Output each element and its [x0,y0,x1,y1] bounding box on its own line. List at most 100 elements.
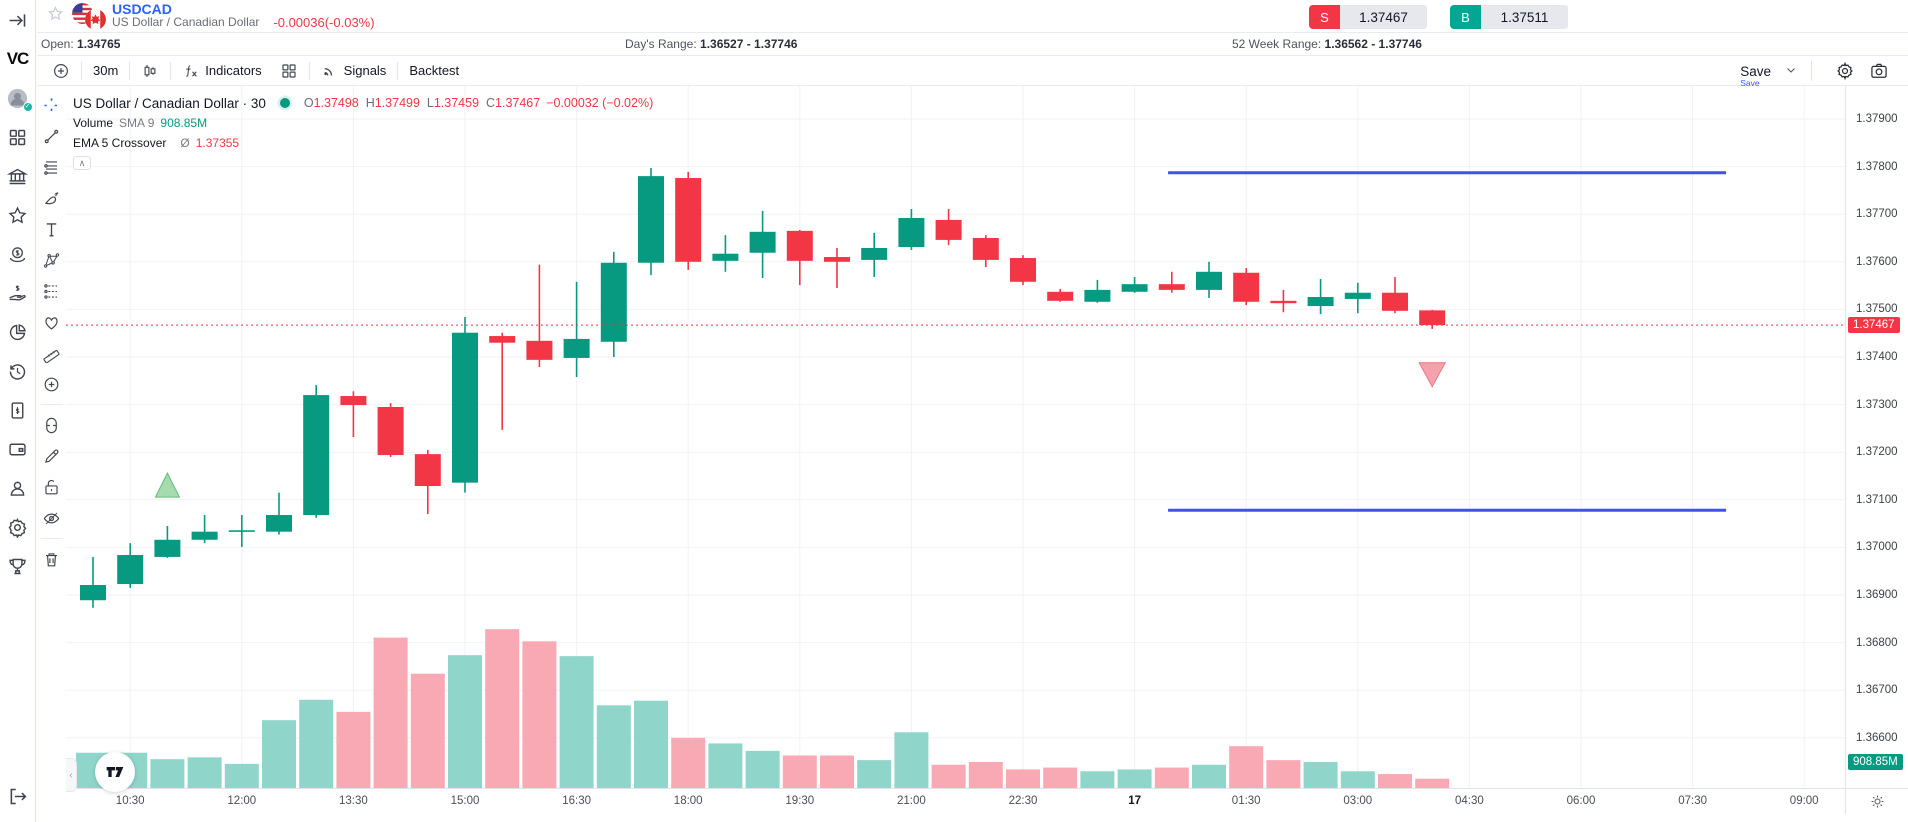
candle-body [786,230,813,261]
emoji-heart-icon[interactable] [41,311,63,333]
volume-bar [373,637,408,788]
chevron-down-icon[interactable] [1785,64,1797,79]
market-status-dot[interactable] [279,98,290,108]
volume-bar [1340,771,1375,788]
candle-body [935,219,962,240]
buy-triangle-up [154,472,181,498]
measure-ruler-icon[interactable] [41,342,63,364]
brush-icon[interactable] [41,187,63,209]
currency-pair-flags-icon [72,3,106,30]
sell-price: 1.37467 [1340,5,1427,29]
expand-sidebar-icon[interactable] [6,8,30,32]
candle-body [749,231,776,253]
legend-volume-sma: SMA 9 [119,115,155,130]
backtest-button[interactable]: Backtest [409,63,460,78]
candle-body [1307,297,1334,307]
layout-templates-button[interactable] [271,58,307,84]
symbol-ticker: USDCAD [112,1,172,17]
xabcd-pattern-icon[interactable] [41,249,63,271]
volume-axis-label: 908.85M [1848,754,1903,771]
projection-tool-icon[interactable] [41,280,63,302]
price-tick: 1.37500 [1856,303,1898,316]
logout-icon[interactable] [6,784,30,808]
save-mini-label: Save [1740,77,1760,88]
trend-line-icon[interactable] [41,125,63,147]
open-stat: Open: 1.34765 [41,37,121,51]
price-axis[interactable]: 1.37900 1.37800 1.37700 1.37600 1.37500 1.374… [1845,86,1908,788]
buy-button[interactable]: B [1450,5,1481,29]
legend-collapse-button[interactable]: ∧ [73,156,91,170]
time-tick: 03:00 [1343,795,1373,807]
price-chart-canvas[interactable] [66,86,1845,788]
app-sidebar: VC ✓ [0,0,36,822]
candle-body [1344,292,1371,299]
deposit-coin-icon[interactable] [6,242,30,266]
edit-pencil-icon[interactable] [41,445,63,467]
chart-style-button[interactable] [132,58,168,84]
save-button[interactable]: Save Save [1740,63,1771,88]
wallet-icon[interactable] [6,437,30,461]
interval-button[interactable]: 30m [93,63,119,78]
candle-body [80,585,106,601]
legend-ema-name[interactable]: EMA 5 Crossover [73,135,167,150]
settings-gear-icon[interactable] [6,515,30,539]
earn-hand-dollar-icon[interactable] [6,281,30,305]
volume-bar [224,763,259,788]
legend-symbol-title[interactable]: US Dollar / Canadian Dollar · 30 [73,95,266,111]
portfolio-pie-icon[interactable] [6,320,30,344]
price-tick: 1.36700 [1856,684,1898,697]
signals-button[interactable]: Signals [312,58,396,84]
sell-button[interactable]: S [1309,5,1340,29]
time-tick: 15:00 [450,795,480,807]
volume-bar [634,700,668,788]
fib-retracement-icon[interactable] [41,156,63,178]
candle-body [228,530,255,532]
lock-icon[interactable] [41,476,63,498]
hide-eye-icon[interactable] [41,507,63,529]
symbol-description: US Dollar / Canadian Dollar [112,15,260,29]
candle-body [972,238,999,260]
time-axis[interactable]: 10:30 12:00 13:30 15:00 16:30 18:00 19:30 21:00… [66,788,1845,814]
theme-sun-icon[interactable] [1845,788,1908,814]
watchlist-star-icon[interactable] [6,203,30,227]
tradingview-logo[interactable] [95,752,135,792]
drawing-toolbar-collapse-handle[interactable]: ‹ [66,758,77,792]
app-logo[interactable]: VC [6,49,30,68]
indicators-button[interactable]: Indicators [173,58,270,84]
profile-person-icon[interactable] [6,476,30,500]
time-tick: 09:00 [1789,795,1819,807]
volume-bar [671,737,706,788]
statement-document-icon[interactable] [6,398,30,422]
symbol-add-button[interactable] [43,58,79,84]
legend-volume-name[interactable]: Volume [73,115,114,130]
dashboard-grid-icon[interactable] [6,125,30,149]
candle-body [1196,271,1222,290]
volume-bar [857,760,892,788]
screenshot-camera-icon[interactable] [1866,58,1892,84]
chart-toolbar: 30m Indicators Signals Backtest Save Save [37,56,1908,88]
zoom-in-icon[interactable] [41,373,63,395]
legend-change: −0.00032 (−0.02%) [546,95,654,110]
volume-bar [1415,778,1450,788]
remove-trash-icon[interactable] [41,548,63,570]
time-tick: 21:00 [897,795,926,807]
cursor-cross-icon[interactable] [41,94,63,116]
legend-ohlc: O1.37498 H1.37499 L1.37459 C1.37467 [303,95,541,110]
magnet-icon[interactable] [41,414,63,436]
history-icon[interactable] [6,359,30,383]
rewards-trophy-icon[interactable] [6,554,30,578]
chart-region: US Dollar / Canadian Dollar · 30 O1.3749… [37,86,1908,815]
volume-bar [820,755,854,788]
candle-body [191,531,218,540]
favorite-star-icon[interactable] [47,5,64,27]
text-tool-icon[interactable] [41,218,63,240]
candle-body [1047,291,1074,301]
avatar[interactable]: ✓ [6,86,33,112]
time-tick: 10:30 [115,795,145,807]
price-tick: 1.37400 [1856,351,1898,363]
volume-bar [1378,774,1412,788]
markets-bank-icon[interactable] [6,164,30,188]
chart-settings-gear-icon[interactable] [1832,58,1858,84]
chart-legend: US Dollar / Canadian Dollar · 30 O1.3749… [73,93,653,170]
symbol-title-block[interactable]: USDCAD US Dollar / Canadian Dollar [112,1,260,29]
